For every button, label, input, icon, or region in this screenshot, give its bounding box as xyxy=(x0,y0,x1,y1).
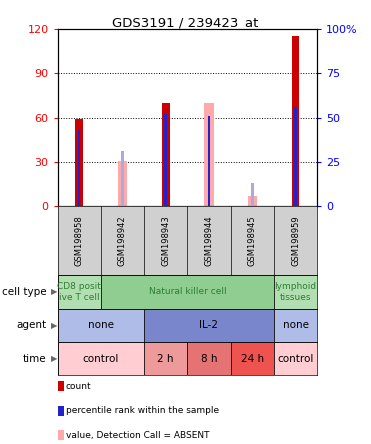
Bar xyxy=(251,183,253,206)
Bar xyxy=(164,114,167,206)
Text: cell type: cell type xyxy=(2,287,46,297)
Text: lymphoid
tissues: lymphoid tissues xyxy=(275,282,316,301)
Text: GSM198942: GSM198942 xyxy=(118,215,127,266)
Bar xyxy=(292,36,299,206)
Bar xyxy=(78,130,81,206)
Text: IL-2: IL-2 xyxy=(200,320,219,330)
Text: Natural killer cell: Natural killer cell xyxy=(148,287,226,297)
Text: 2 h: 2 h xyxy=(157,353,174,364)
Text: 24 h: 24 h xyxy=(241,353,264,364)
Text: ▶: ▶ xyxy=(50,321,57,330)
Bar xyxy=(101,275,274,309)
Bar xyxy=(58,275,101,309)
Text: CD8 posit
ive T cell: CD8 posit ive T cell xyxy=(57,282,101,301)
Text: GSM198958: GSM198958 xyxy=(75,215,83,266)
Bar xyxy=(121,151,124,206)
Text: none: none xyxy=(283,320,309,330)
Bar xyxy=(118,161,127,206)
Bar xyxy=(144,342,187,375)
Bar xyxy=(162,103,170,206)
Bar xyxy=(75,119,83,206)
Text: agent: agent xyxy=(16,320,46,330)
Text: none: none xyxy=(88,320,114,330)
Bar xyxy=(294,107,297,206)
Text: GDS3191 / 239423_at: GDS3191 / 239423_at xyxy=(112,16,259,28)
Text: GSM198944: GSM198944 xyxy=(204,215,213,266)
Bar xyxy=(247,196,257,206)
Text: count: count xyxy=(66,382,91,391)
Bar xyxy=(208,128,210,206)
Text: time: time xyxy=(23,353,46,364)
Bar xyxy=(231,342,274,375)
Bar xyxy=(274,342,317,375)
Bar xyxy=(58,309,144,342)
Bar xyxy=(187,342,231,375)
Bar xyxy=(274,309,317,342)
Text: percentile rank within the sample: percentile rank within the sample xyxy=(66,406,219,415)
Text: ▶: ▶ xyxy=(50,287,57,297)
Bar xyxy=(58,342,144,375)
Text: GSM198945: GSM198945 xyxy=(248,215,257,266)
Text: control: control xyxy=(83,353,119,364)
Bar xyxy=(274,275,317,309)
Bar xyxy=(204,103,214,206)
Text: ▶: ▶ xyxy=(50,354,57,363)
Bar xyxy=(208,116,210,206)
Text: 8 h: 8 h xyxy=(201,353,217,364)
Text: control: control xyxy=(278,353,314,364)
Text: value, Detection Call = ABSENT: value, Detection Call = ABSENT xyxy=(66,431,209,440)
Text: GSM198959: GSM198959 xyxy=(291,215,300,266)
Text: GSM198943: GSM198943 xyxy=(161,215,170,266)
Bar xyxy=(144,309,274,342)
